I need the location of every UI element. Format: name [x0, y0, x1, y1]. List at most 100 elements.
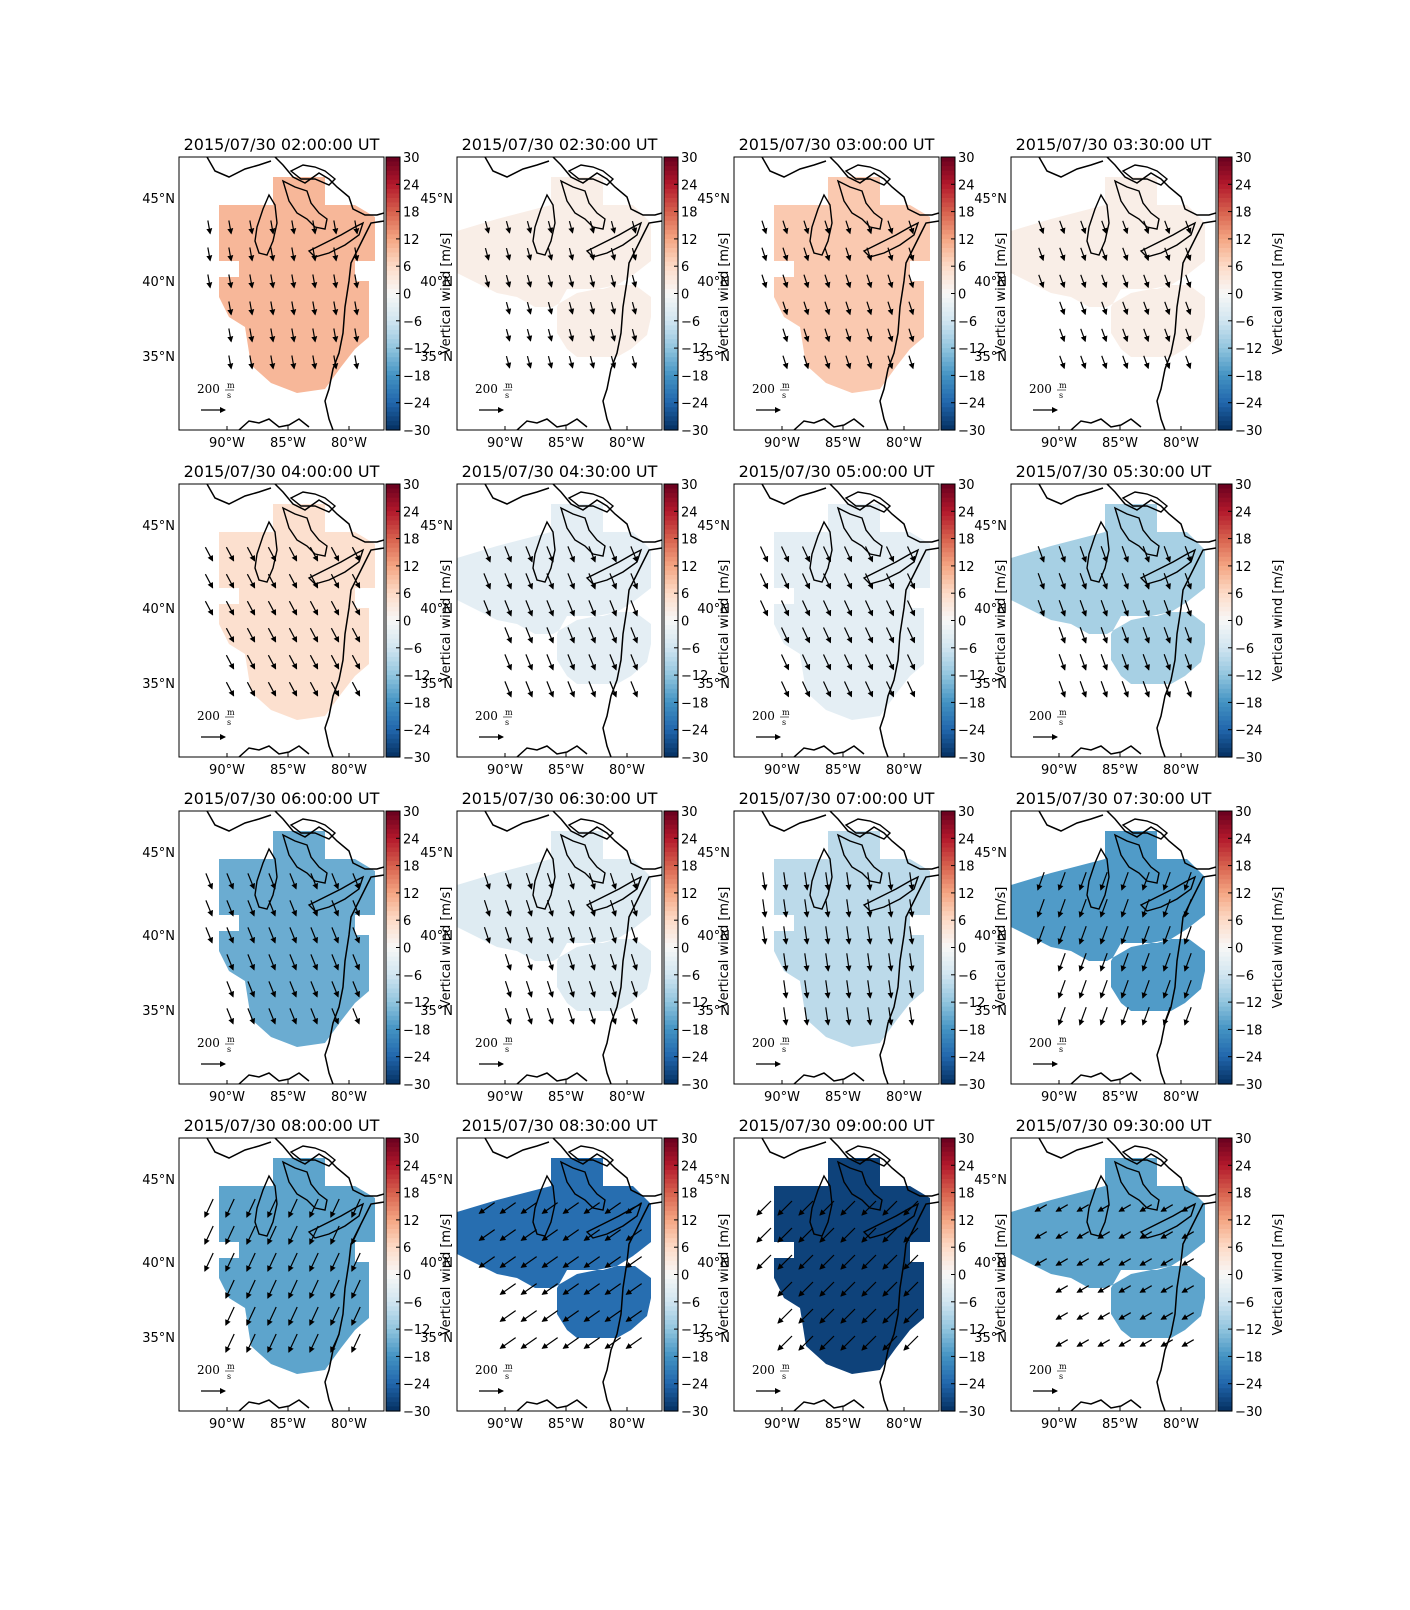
colorbar-segment: [941, 979, 955, 985]
wind-arrow: [1160, 1312, 1174, 1320]
wind-arrow: [840, 1335, 856, 1351]
colorbar-segment: [386, 547, 400, 553]
wind-arrow: [780, 681, 790, 698]
x-tick-label: 90°W: [209, 1090, 245, 1105]
colorbar-segment: [1218, 229, 1232, 235]
vertical-wind-field: [457, 177, 651, 357]
colorbar-segment: [941, 357, 955, 363]
lake-erie: [862, 875, 920, 912]
colorbar-segment: [1218, 620, 1232, 626]
colorbar-segment: [1218, 547, 1232, 553]
lake-michigan: [254, 1174, 278, 1237]
wind-arrow: [782, 872, 789, 891]
colorbar-segment: [941, 602, 955, 608]
colorbar-segment: [1218, 1206, 1232, 1212]
axes-frame: [1010, 483, 1217, 758]
reference-arrow-unit-numerator: m: [227, 1362, 235, 1371]
colorbar-tick-label: −30: [1235, 424, 1262, 439]
wind-arrow: [583, 1229, 601, 1241]
colorbar-segment: [664, 933, 678, 939]
colorbar-segment: [386, 1324, 400, 1330]
colorbar-segment: [664, 161, 678, 167]
colorbar-segment: [386, 316, 400, 322]
wind-arrow: [547, 329, 554, 342]
wind-arrow: [526, 248, 533, 261]
y-tick-label: 45°N: [420, 192, 453, 207]
colorbar-segment: [664, 1151, 678, 1157]
reference-arrow-value: 200: [752, 382, 775, 396]
colorbar-segment: [386, 370, 400, 376]
colorbar-segment: [386, 1147, 400, 1153]
colorbar-segment: [664, 366, 678, 372]
colorbar-tick-label: 6: [958, 1241, 966, 1256]
wind-arrow: [1164, 220, 1171, 235]
wind-arrow: [1057, 899, 1066, 918]
colorbar-segment: [386, 1033, 400, 1040]
colorbar-segment: [664, 570, 678, 576]
colorbar-segment: [941, 1156, 955, 1162]
colorbar-segment: [941, 298, 955, 304]
colorbar-segment: [386, 979, 400, 985]
reference-arrow-unit-denominator: s: [782, 718, 786, 727]
colorbar-segment: [1218, 225, 1232, 231]
wind-arrow: [1164, 328, 1171, 343]
colorbar-segment: [386, 697, 400, 703]
wind-arrow: [589, 275, 596, 288]
colorbar-segment: [664, 965, 678, 971]
colorbar-segment: [941, 679, 955, 685]
wind-arrow: [824, 301, 831, 316]
wind-arrow: [1055, 1231, 1069, 1239]
wind-arrow: [330, 654, 340, 670]
colorbar-segment: [386, 511, 400, 517]
colorbar-segment: [386, 688, 400, 694]
colorbar-segment: [941, 543, 955, 549]
wind-arrow: [504, 627, 512, 644]
colorbar-segment: [664, 1297, 678, 1303]
colorbar-segment: [664, 1229, 678, 1235]
wind-arrow: [861, 1254, 877, 1270]
wind-arrow: [604, 1283, 622, 1295]
colorbar-segment: [386, 851, 400, 858]
wind-arrow: [1038, 247, 1045, 262]
colorbar-segment: [1218, 1079, 1232, 1085]
colorbar-segment: [1218, 329, 1232, 336]
colorbar-segment: [386, 343, 400, 349]
colorbar-segment: [1218, 974, 1232, 980]
wind-arrow: [525, 681, 533, 698]
colorbar-segment: [941, 725, 955, 731]
colorbar-segment: [1218, 902, 1232, 908]
wind-arrow: [609, 546, 617, 563]
colorbar-tick-label: −12: [681, 342, 708, 357]
colorbar-tick-label: 30: [403, 805, 420, 820]
colorbar-segment: [386, 988, 400, 994]
colorbar-segment: [664, 1306, 678, 1312]
wind-arrow: [204, 600, 214, 616]
colorbar-segment: [941, 620, 955, 626]
colorbar-segment: [941, 961, 955, 967]
wind-arrow: [625, 1310, 643, 1322]
wind-arrow: [288, 1333, 298, 1353]
wind-arrow: [225, 1333, 235, 1353]
wind-vectors: [484, 221, 638, 369]
colorbar-segment: [1218, 425, 1232, 431]
colorbar-segment: [1218, 261, 1232, 267]
colorbar-tick-label: 24: [1235, 1159, 1252, 1174]
wind-arrow: [845, 1007, 852, 1026]
wind-arrow: [887, 328, 894, 343]
axes-frame: [733, 810, 940, 1085]
colorbar-segment: [1218, 897, 1232, 903]
map-area: [1011, 484, 1216, 757]
wind-arrow: [269, 355, 276, 370]
colorbar-segment: [1218, 988, 1232, 994]
colorbar-tick-label: 24: [403, 832, 420, 847]
colorbar-segment: [1218, 888, 1232, 894]
colorbar-segment: [664, 693, 678, 699]
wind-arrow: [861, 1335, 877, 1351]
colorbar-segment: [1218, 279, 1232, 285]
colorbar-segment: [941, 302, 955, 308]
colorbar-segment: [386, 947, 400, 953]
colorbar-tick-label: 24: [958, 832, 975, 847]
colorbar-segment: [664, 1074, 678, 1081]
colorbar-segment: [941, 993, 955, 999]
wind-arrow: [1122, 274, 1129, 289]
